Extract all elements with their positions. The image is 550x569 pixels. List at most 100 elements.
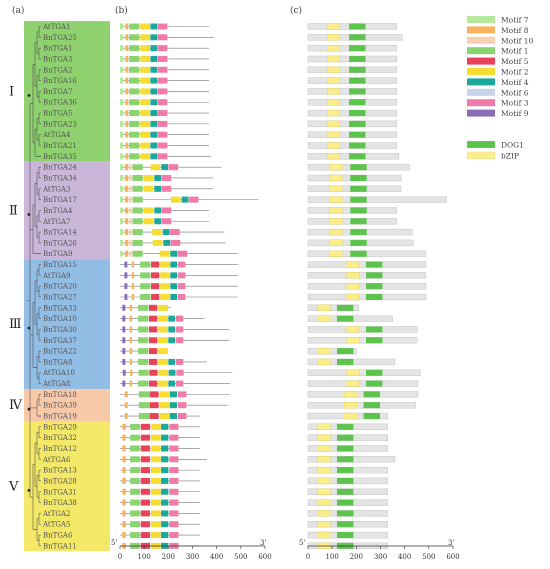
motif-box bbox=[125, 131, 129, 138]
motif-box bbox=[169, 477, 179, 484]
bzip-domain bbox=[329, 239, 343, 247]
motif-box bbox=[125, 99, 129, 106]
motif-box bbox=[168, 164, 179, 171]
clade-label: Ⅲ bbox=[9, 317, 22, 332]
legend-label: Motif 2 bbox=[501, 68, 529, 77]
motif-box bbox=[158, 369, 169, 376]
motif-box bbox=[140, 532, 150, 539]
gene-label: BnTGA1 bbox=[43, 45, 72, 53]
bzip-domain bbox=[329, 164, 343, 171]
gene-label: BnTGA20 bbox=[43, 283, 77, 291]
motif-box bbox=[131, 261, 135, 268]
motif-box bbox=[140, 110, 150, 117]
gene-label: BnTGA25 bbox=[43, 34, 77, 42]
axis-tick-label: 600 bbox=[446, 553, 459, 561]
motif-box bbox=[157, 131, 168, 138]
motif-box bbox=[168, 358, 176, 365]
dog1-domain bbox=[363, 402, 381, 409]
motif-box bbox=[143, 218, 154, 225]
motif-box bbox=[169, 423, 179, 430]
motif-box bbox=[158, 348, 168, 355]
bzip-domain bbox=[317, 456, 331, 463]
motif-box bbox=[158, 304, 168, 311]
dog1-domain bbox=[337, 477, 354, 484]
motif-box bbox=[161, 456, 169, 463]
domain-axis: 0 100 200 300 400 500 600 5' 3' bbox=[299, 539, 460, 561]
motif-box bbox=[130, 369, 133, 376]
dog1-domain bbox=[337, 304, 354, 311]
bzip-domain bbox=[317, 477, 331, 485]
motif-box bbox=[129, 77, 140, 84]
motif-box bbox=[162, 229, 170, 236]
axis-tick-label: 500 bbox=[422, 553, 435, 561]
motif-box bbox=[122, 521, 126, 528]
motif-box bbox=[120, 88, 124, 95]
motif-box bbox=[150, 510, 161, 517]
clade-backgrounds: Ⅰ Ⅱ Ⅲ Ⅳ Ⅴ bbox=[8, 21, 110, 552]
axis-tick-label: 400 bbox=[398, 553, 411, 561]
motif-box bbox=[138, 402, 149, 409]
gene-label: BnTGA10 bbox=[43, 315, 77, 323]
motif-box bbox=[169, 499, 179, 506]
gene-label: BnTGA23 bbox=[43, 120, 77, 128]
axis-tick-label: 0 bbox=[306, 553, 310, 561]
gene-label: BnTGA32 bbox=[43, 434, 77, 442]
legend-label: Motif 3 bbox=[501, 99, 529, 108]
legend-swatch bbox=[467, 47, 495, 55]
motif-box bbox=[157, 110, 168, 117]
bzip-domain bbox=[327, 131, 341, 138]
bzip-domain bbox=[344, 402, 357, 409]
gene-label: BnTGA35 bbox=[43, 153, 77, 161]
motif-box bbox=[150, 477, 161, 484]
motif-box bbox=[129, 174, 132, 181]
bzip-domain bbox=[329, 207, 343, 214]
motif-box bbox=[161, 521, 169, 528]
motif-box bbox=[130, 445, 140, 452]
motif-box bbox=[178, 261, 186, 268]
motif-box bbox=[129, 131, 140, 138]
gene-label: BnTGA38 bbox=[43, 499, 77, 507]
dog1-domain bbox=[350, 185, 367, 192]
motif-box bbox=[140, 34, 150, 41]
gene-label: BnTGA24 bbox=[43, 164, 77, 172]
dog1-domain bbox=[366, 283, 383, 290]
dog1-domain bbox=[337, 445, 354, 452]
clade-label: Ⅳ bbox=[9, 398, 23, 413]
motif-box bbox=[124, 239, 129, 246]
motif-box bbox=[124, 174, 129, 181]
motif-box bbox=[120, 196, 123, 203]
motif-box bbox=[122, 477, 126, 484]
motif-box bbox=[140, 131, 150, 138]
dog1-domain bbox=[366, 272, 383, 279]
motif-box bbox=[132, 174, 143, 181]
motif-box bbox=[151, 294, 160, 300]
clade-background bbox=[24, 21, 110, 162]
motif-box bbox=[124, 283, 128, 290]
motif-box bbox=[170, 196, 181, 203]
motif-box bbox=[157, 66, 168, 73]
legend-swatch bbox=[467, 68, 495, 75]
gene-label: BnTGA16 bbox=[43, 77, 77, 85]
motif-box bbox=[178, 283, 186, 290]
motif-box bbox=[170, 283, 178, 290]
dog1-domain bbox=[349, 66, 366, 73]
gene-label: AtTGA5 bbox=[42, 521, 71, 529]
legend-label: Motif 10 bbox=[501, 36, 534, 45]
motif-box bbox=[151, 283, 160, 290]
legend-label: bZIP bbox=[501, 152, 519, 161]
motif-box bbox=[138, 380, 149, 387]
motif-box bbox=[176, 369, 184, 376]
axis-tick-label: 200 bbox=[162, 553, 175, 561]
protein-bar bbox=[307, 402, 416, 409]
clade-background bbox=[24, 259, 110, 389]
motif-box bbox=[158, 337, 168, 344]
motif-box bbox=[150, 55, 158, 62]
motif-box bbox=[158, 358, 168, 365]
dog1-domain bbox=[337, 488, 354, 495]
motif-box bbox=[161, 434, 169, 441]
motif-box bbox=[130, 434, 140, 441]
motif-box bbox=[150, 423, 161, 430]
bzip-domain bbox=[317, 315, 331, 322]
clade-label: Ⅰ bbox=[9, 84, 14, 99]
motif-box bbox=[178, 413, 187, 420]
